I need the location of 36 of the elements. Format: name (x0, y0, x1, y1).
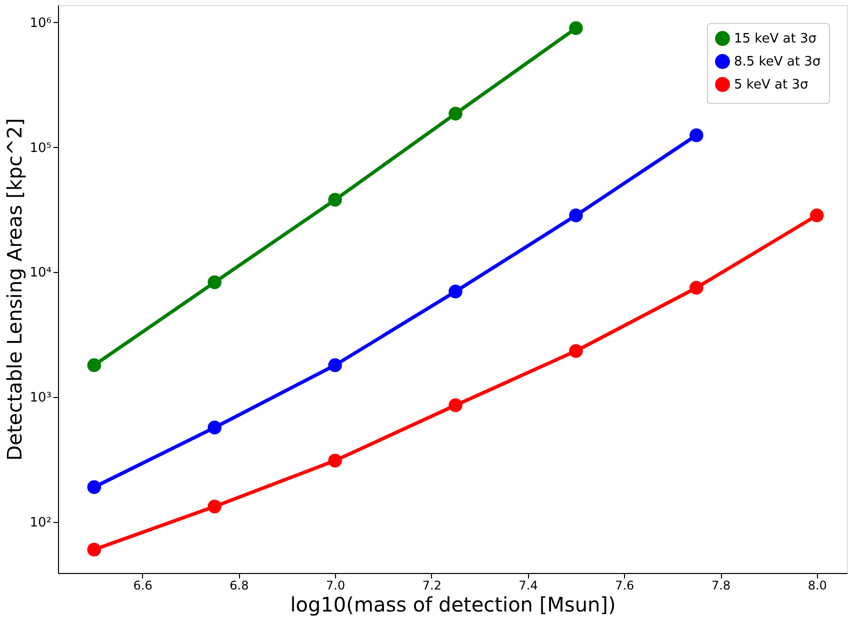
y-tick-label: 10⁴ (30, 266, 52, 281)
x-tick-label: 7.8 (711, 578, 731, 592)
point (569, 344, 583, 358)
x-tick-label: 6.6 (133, 578, 152, 592)
point (208, 500, 222, 514)
x-tick-label: 7.2 (422, 578, 442, 592)
point (328, 454, 342, 468)
y-axis-title: Detectable Lensing Areas [kpc^2] (2, 118, 27, 461)
point (569, 21, 583, 36)
x-tick-label: 7.6 (615, 578, 634, 592)
point (208, 275, 222, 290)
legend-label: 8.5 keV at 3σ (734, 54, 821, 70)
legend-label: 5 keV at 3σ (734, 78, 808, 92)
x-tick-label: 8.0 (808, 578, 827, 592)
y-tick-label: 10² (30, 515, 52, 530)
point (87, 358, 102, 372)
x-tick-label: 7.4 (518, 578, 538, 592)
point (448, 106, 462, 121)
y-tick-label: 10³ (30, 390, 52, 406)
point (569, 208, 583, 222)
point (87, 480, 102, 494)
x-tick-label: 6.8 (230, 578, 249, 592)
x-axis-title: log10(mass of detection [Msun]) (290, 592, 616, 616)
y-tick-label: 10⁶ (30, 16, 52, 31)
point (87, 542, 102, 557)
legend-label: 15 keV at 3σ (734, 32, 816, 46)
point (328, 192, 342, 207)
point (448, 398, 462, 412)
point (328, 358, 342, 372)
point (448, 284, 462, 298)
point (208, 420, 222, 434)
point (810, 208, 824, 222)
point (690, 128, 704, 142)
x-tick-label: 7.0 (326, 578, 346, 592)
point (690, 280, 704, 295)
y-tick-label: 10⁵ (30, 140, 52, 156)
